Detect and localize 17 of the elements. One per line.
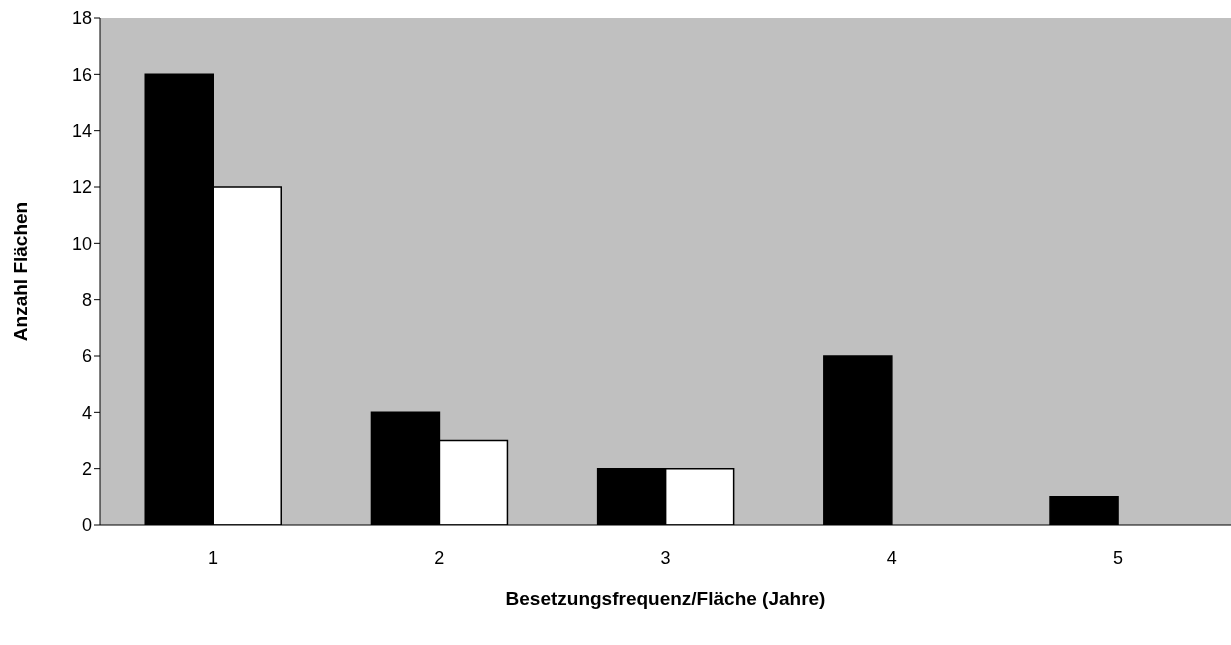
y-tick-label: 16 (71, 64, 92, 85)
y-tick-label: 14 (71, 121, 92, 142)
x-tick-label: 4 (886, 547, 897, 568)
x-tick-label: 3 (660, 547, 671, 568)
y-tick-label: 12 (71, 177, 92, 198)
y-axis-title: Anzahl Flächen (9, 201, 31, 342)
x-axis-title: Besetzungsfrequenz/Fläche (Jahre) (505, 588, 826, 609)
y-tick-label: 2 (81, 459, 92, 480)
y-tick-label: 0 (81, 515, 92, 536)
y-tick-label: 8 (81, 290, 92, 311)
y-tick-label: 10 (71, 233, 92, 254)
y-tick-label: 18 (71, 8, 92, 29)
x-tick-label: 5 (1112, 547, 1123, 568)
x-tick-label: 1 (208, 547, 219, 568)
x-tick-label: 2 (434, 547, 445, 568)
y-tick-label: 6 (81, 346, 92, 367)
y-tick-label: 4 (81, 402, 92, 423)
